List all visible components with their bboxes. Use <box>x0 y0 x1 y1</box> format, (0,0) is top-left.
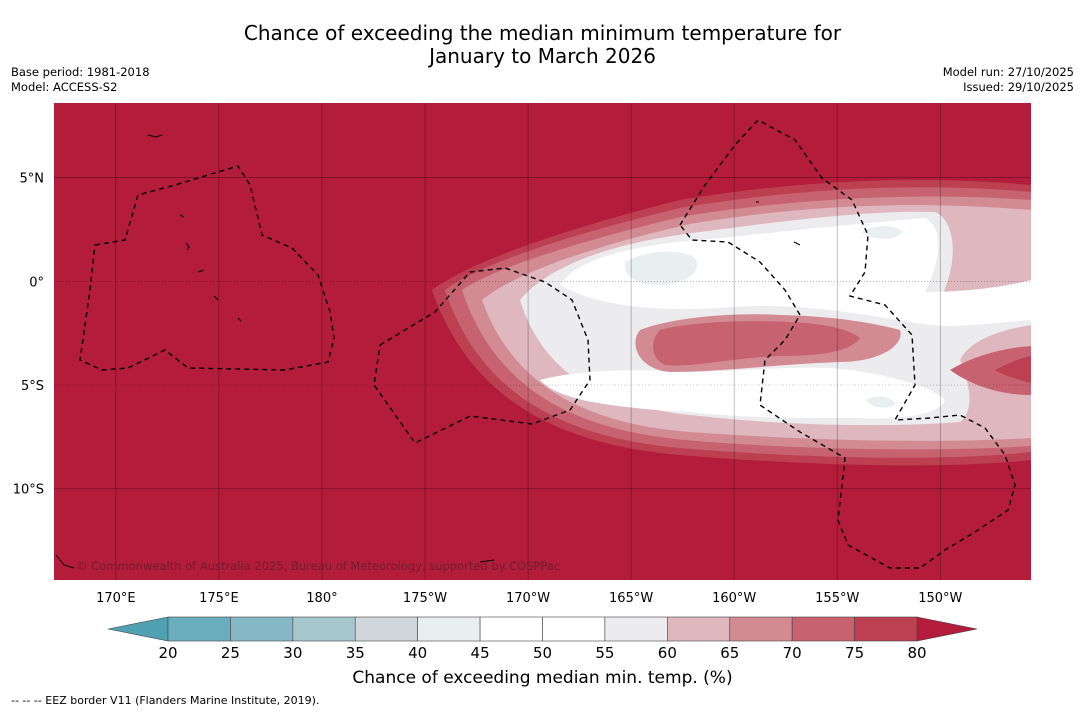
coast-6 <box>237 317 242 322</box>
eez-legend-note: -- -- -- EEZ border V11 (Flanders Marine… <box>11 694 320 707</box>
colorbar-title: Chance of exceeding median min. temp. (%… <box>352 668 733 688</box>
title-line-1: Chance of exceeding the median minimum t… <box>243 21 842 45</box>
longitude-label: 175°E <box>199 591 239 606</box>
map-title: Chance of exceeding the median minimum t… <box>0 22 1085 68</box>
colorbar-tick-label: 50 <box>533 644 552 662</box>
title-line-2: January to March 2026 <box>429 44 656 68</box>
longitude-label: 165°W <box>609 591 653 606</box>
band-75-east <box>995 356 1031 383</box>
latitude-label: 10°S <box>13 483 44 498</box>
colorbar-tick-label: 30 <box>283 644 302 662</box>
issued-date: Issued: 29/10/2025 <box>963 80 1074 94</box>
map-area: © Commonwealth of Australia 2025, Bureau… <box>54 103 1031 580</box>
colorbar-cell <box>292 616 356 642</box>
eez-tokelau-phoenix <box>373 267 591 444</box>
band-50-south <box>540 367 945 419</box>
coast-9 <box>479 559 495 563</box>
latitude-label: 5°N <box>20 172 45 187</box>
coast-5 <box>213 295 219 301</box>
coast-8 <box>55 554 75 569</box>
band-40-cool-3 <box>866 396 895 408</box>
probability-bands <box>432 180 1031 466</box>
copyright-text: © Commonwealth of Australia 2025, Bureau… <box>76 559 560 573</box>
latitude-labels: 5°N 0° 5°S 10°S <box>13 172 44 498</box>
colorbar: 20 25 30 35 40 45 50 55 60 65 70 75 80 <box>107 616 978 662</box>
eez-line-islands <box>679 119 1016 569</box>
colorbar-low-extend <box>107 616 169 642</box>
colorbar-tick-labels: 20 25 30 35 40 45 50 55 60 65 70 75 80 <box>158 644 926 662</box>
colorbar-cell <box>604 616 668 642</box>
coast-3 <box>185 242 190 251</box>
colorbar-tick-label: 45 <box>471 644 490 662</box>
band-60-patch <box>959 248 979 260</box>
longitude-label: 150°W <box>918 591 962 606</box>
model-run: Model run: 27/10/2025 <box>942 65 1074 79</box>
colorbar-tick-label: 65 <box>720 644 739 662</box>
colorbar-cell <box>354 616 418 642</box>
base-period: Base period: 1981-2018 <box>11 65 150 79</box>
band-50 <box>560 218 1031 326</box>
meta-left: Base period: 1981-2018 Model: ACCESS-S2 <box>11 65 150 95</box>
colorbar-cell <box>417 616 481 642</box>
colorbar-tick-label: 35 <box>346 644 365 662</box>
colorbar-cell <box>791 616 855 642</box>
colorbar-tick-label: 20 <box>158 644 177 662</box>
coast-1 <box>147 134 163 138</box>
colorbar-high-extend <box>916 616 978 642</box>
colorbar-cells <box>167 616 918 642</box>
band-40-cool-2 <box>862 226 902 239</box>
eez-borders <box>79 119 1016 569</box>
coastlines <box>55 134 801 569</box>
latitude-label: 5°S <box>21 379 44 394</box>
longitude-label: 170°E <box>96 591 136 606</box>
coast-7 <box>793 241 801 246</box>
band-70-core <box>653 321 860 366</box>
longitude-label: 155°W <box>815 591 859 606</box>
longitude-label: 175°W <box>403 591 447 606</box>
longitude-label: 180° <box>306 591 337 606</box>
longitude-labels: 170°E 175°E 180° 175°W 170°W 165°W 160°W 155°W 1… <box>96 591 962 606</box>
eez-kiribati-gilbert <box>79 165 335 371</box>
graticule <box>54 103 1031 580</box>
colorbar-tick-label: 70 <box>783 644 802 662</box>
colorbar-cell <box>667 616 731 642</box>
colorbar-tick-label: 60 <box>658 644 677 662</box>
band-70-east <box>950 346 1031 395</box>
colorbar-cell <box>542 616 606 642</box>
longitude-label: 160°W <box>712 591 756 606</box>
latitude-label: 0° <box>29 275 44 290</box>
meta-right: Model run: 27/10/2025 Issued: 29/10/2025 <box>943 65 1074 95</box>
colorbar-tick-label: 80 <box>907 644 926 662</box>
coast-2 <box>179 214 185 218</box>
colorbar-cell <box>230 616 294 642</box>
longitude-label: 170°W <box>506 591 550 606</box>
colorbar-cell <box>167 616 231 642</box>
colorbar-tick-label: 40 <box>408 644 427 662</box>
colorbar-tick-label: 25 <box>221 644 240 662</box>
colorbar-tick-label: 75 <box>845 644 864 662</box>
model-name: Model: ACCESS-S2 <box>11 80 118 94</box>
colorbar-cell <box>479 616 543 642</box>
colorbar-cell <box>854 616 918 642</box>
colorbar-tick-label: 55 <box>595 644 614 662</box>
colorbar-cell <box>729 616 793 642</box>
band-40-cool-1 <box>624 251 697 286</box>
coast-4 <box>197 269 205 273</box>
